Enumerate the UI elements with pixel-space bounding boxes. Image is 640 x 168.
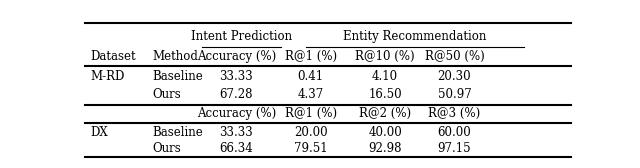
- Text: 33.33: 33.33: [220, 70, 253, 83]
- Text: Dataset: Dataset: [90, 50, 136, 63]
- Text: Entity Recommendation: Entity Recommendation: [343, 30, 486, 43]
- Text: Method: Method: [152, 50, 198, 63]
- Text: 16.50: 16.50: [368, 88, 402, 101]
- Text: 20.30: 20.30: [438, 70, 471, 83]
- Text: 67.28: 67.28: [220, 88, 253, 101]
- Text: 40.00: 40.00: [368, 125, 402, 139]
- Text: 0.41: 0.41: [298, 70, 324, 83]
- Text: 4.37: 4.37: [298, 88, 324, 101]
- Text: 79.51: 79.51: [294, 142, 328, 155]
- Text: R@1 (%): R@1 (%): [285, 108, 337, 120]
- Text: M-RD: M-RD: [90, 70, 124, 83]
- Text: Baseline: Baseline: [152, 70, 203, 83]
- Text: DX: DX: [90, 125, 108, 139]
- Text: Baseline: Baseline: [152, 125, 203, 139]
- Text: 60.00: 60.00: [438, 125, 471, 139]
- Text: Ours: Ours: [152, 142, 180, 155]
- Text: 4.10: 4.10: [372, 70, 398, 83]
- Text: Accuracy (%): Accuracy (%): [196, 50, 276, 63]
- Text: 20.00: 20.00: [294, 125, 328, 139]
- Text: R@10 (%): R@10 (%): [355, 50, 415, 63]
- Text: 33.33: 33.33: [220, 125, 253, 139]
- Text: Ours: Ours: [152, 88, 180, 101]
- Text: R@3 (%): R@3 (%): [428, 108, 481, 120]
- Text: R@2 (%): R@2 (%): [359, 108, 411, 120]
- Text: 92.98: 92.98: [368, 142, 402, 155]
- Text: R@50 (%): R@50 (%): [424, 50, 484, 63]
- Text: Accuracy (%): Accuracy (%): [196, 108, 276, 120]
- Text: 50.97: 50.97: [438, 88, 471, 101]
- Text: R@1 (%): R@1 (%): [285, 50, 337, 63]
- Text: 66.34: 66.34: [220, 142, 253, 155]
- Text: 97.15: 97.15: [438, 142, 471, 155]
- Text: Intent Prediction: Intent Prediction: [191, 30, 292, 43]
